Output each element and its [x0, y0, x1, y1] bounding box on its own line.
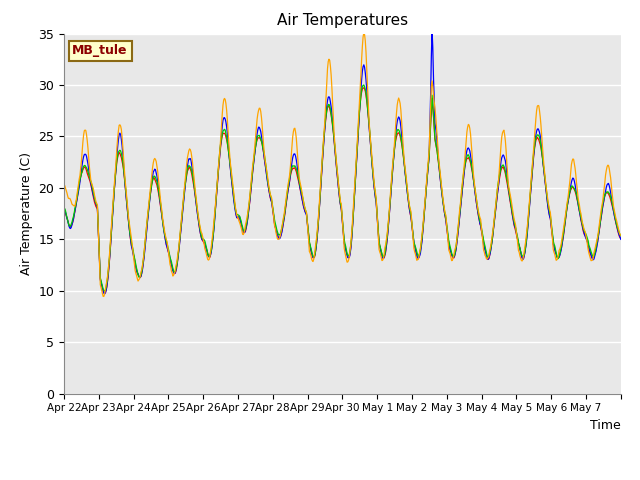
li75_t [126, 232, 134, 238]
Line: AirT: AirT [64, 88, 621, 293]
Y-axis label: Air Temperature (C): Air Temperature (C) [20, 152, 33, 275]
li75_t [256, 126, 264, 132]
AirT [359, 85, 367, 91]
AirT [617, 235, 625, 241]
li75_t [228, 184, 236, 190]
li77_temp [228, 182, 236, 188]
Tsonic [277, 228, 285, 234]
AirT [101, 290, 109, 296]
AirT [256, 135, 264, 141]
li75_t [101, 291, 109, 297]
Text: MB_tule: MB_tule [72, 44, 128, 58]
Tsonic [60, 182, 68, 188]
li77_temp [60, 205, 68, 211]
Line: li77_temp: li77_temp [64, 85, 621, 291]
Legend: AirT, li75_t, li77_temp, Tsonic: AirT, li75_t, li77_temp, Tsonic [157, 479, 528, 480]
li77_temp [126, 231, 134, 237]
li77_temp [277, 228, 285, 234]
Tsonic [360, 30, 367, 36]
li75_t [617, 237, 625, 242]
Tsonic [126, 227, 134, 232]
li77_temp [433, 144, 440, 150]
AirT [60, 207, 68, 213]
li77_temp [360, 82, 367, 88]
li77_temp [617, 233, 625, 239]
li75_t [60, 206, 68, 212]
Line: li75_t: li75_t [64, 30, 621, 294]
li75_t [433, 132, 440, 137]
AirT [433, 144, 440, 150]
li75_t [401, 163, 408, 169]
Line: Tsonic: Tsonic [64, 33, 621, 297]
Tsonic [401, 166, 409, 172]
AirT [401, 170, 409, 176]
Tsonic [256, 106, 264, 111]
li75_t [428, 27, 436, 33]
Tsonic [99, 294, 107, 300]
Title: Air Temperatures: Air Temperatures [277, 13, 408, 28]
Tsonic [228, 179, 236, 184]
li77_temp [101, 288, 109, 294]
AirT [228, 185, 236, 191]
li77_temp [256, 134, 264, 140]
Tsonic [433, 123, 440, 129]
AirT [126, 233, 134, 239]
X-axis label: Time: Time [590, 419, 621, 432]
AirT [277, 232, 285, 238]
li75_t [277, 232, 285, 238]
li77_temp [401, 168, 409, 174]
Tsonic [617, 232, 625, 238]
